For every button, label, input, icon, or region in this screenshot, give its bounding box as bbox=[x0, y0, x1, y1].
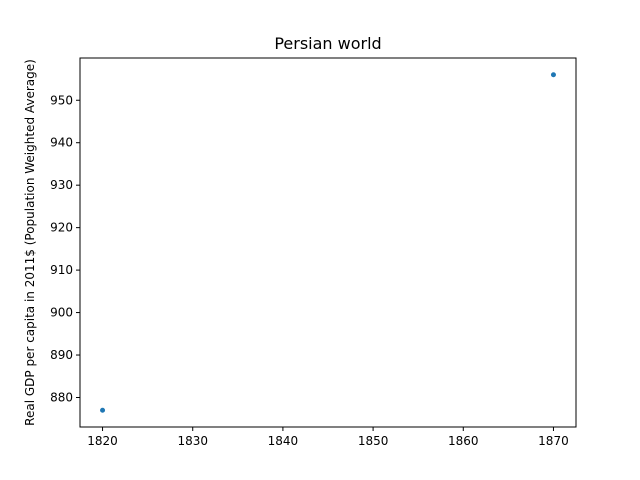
data-point bbox=[550, 72, 556, 78]
y-axis-label: Real GDP per capita in 2011$ (Population… bbox=[23, 59, 37, 426]
data-point bbox=[100, 407, 106, 413]
x-tick-label: 1830 bbox=[177, 434, 208, 448]
x-axis: 1820 1830 1840 1850 1860 1870 bbox=[87, 427, 569, 448]
x-tick-label: 1860 bbox=[448, 434, 479, 448]
x-tick-label: 1820 bbox=[87, 434, 118, 448]
y-tick-label: 940 bbox=[50, 136, 73, 150]
y-tick-label: 890 bbox=[50, 348, 73, 362]
y-tick-label: 910 bbox=[50, 263, 73, 277]
y-tick-label: 900 bbox=[50, 306, 73, 320]
plot-area-frame bbox=[79, 57, 577, 428]
y-axis: 880 890 900 910 920 930 940 950 bbox=[50, 93, 80, 404]
data-points bbox=[100, 72, 556, 413]
x-tick-label: 1840 bbox=[268, 434, 299, 448]
y-tick-label: 950 bbox=[50, 93, 73, 107]
x-tick-label: 1870 bbox=[538, 434, 569, 448]
x-tick-label: 1850 bbox=[358, 434, 389, 448]
y-tick-label: 880 bbox=[50, 390, 73, 404]
chart-title: Persian world bbox=[274, 34, 381, 53]
y-tick-label: 930 bbox=[50, 178, 73, 192]
y-tick-label: 920 bbox=[50, 221, 73, 235]
